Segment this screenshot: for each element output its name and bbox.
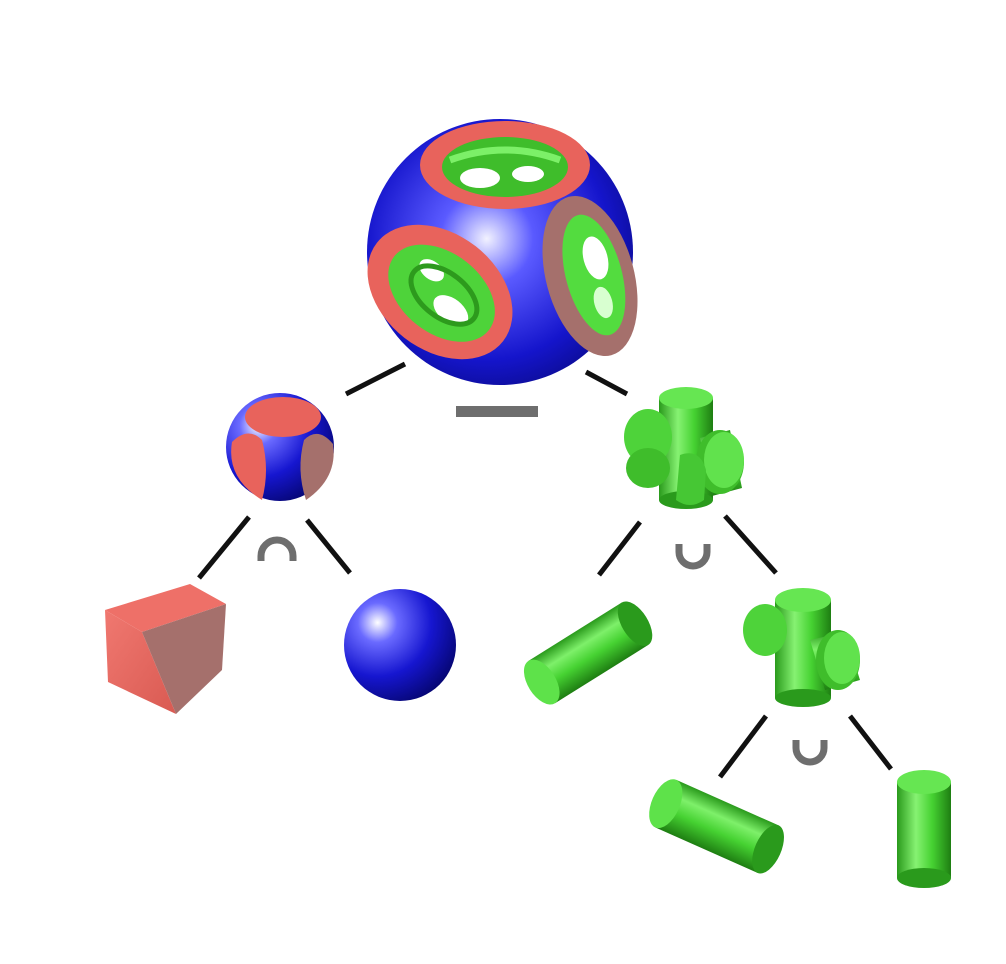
edge-union-to-cross xyxy=(723,514,778,575)
cylinder-solid xyxy=(897,770,951,888)
intersection-operator-icon xyxy=(257,536,297,561)
sphere-solid xyxy=(344,589,456,701)
union-solid xyxy=(624,387,744,509)
edge-cross-to-cylinder-b xyxy=(718,714,768,779)
cylinder-solid xyxy=(649,779,784,874)
operator-symbols xyxy=(257,406,828,766)
edge-result-to-intersection xyxy=(344,361,407,397)
result-solid xyxy=(367,119,638,385)
tree-edges xyxy=(197,361,893,779)
cube-solid xyxy=(105,584,226,714)
edge-intersection-to-sphere xyxy=(305,518,352,575)
cylinder-solid xyxy=(523,601,653,705)
edge-union-to-cylinder xyxy=(597,520,642,577)
union-operator-icon xyxy=(675,544,711,570)
intersection-solid xyxy=(226,393,334,501)
edge-result-to-union xyxy=(584,369,629,397)
edge-intersection-to-cube xyxy=(197,515,251,580)
edge-cross-to-cylinder-c xyxy=(848,714,893,771)
two-cylinder-cross-solid xyxy=(743,588,860,707)
union-operator-icon xyxy=(792,740,828,766)
difference-operator-icon xyxy=(456,406,538,417)
